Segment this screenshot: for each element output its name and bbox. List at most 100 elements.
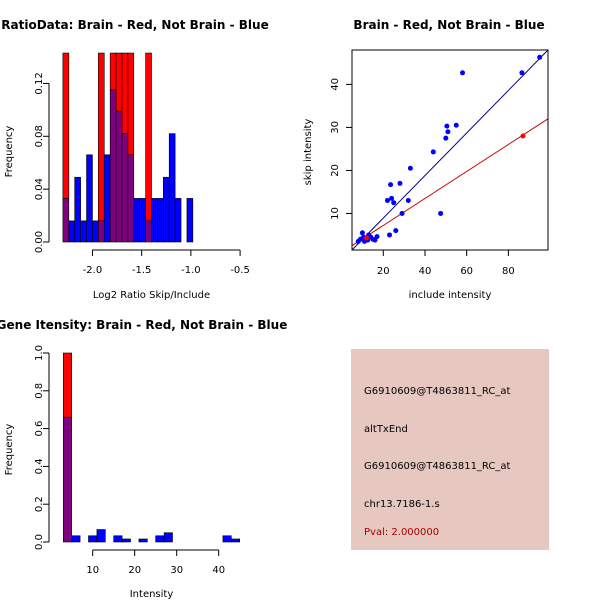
- blue-fit-line: [351, 49, 549, 251]
- y-axis-label-1: skip intensity: [303, 119, 314, 186]
- overlap-bar-0-9: [115, 110, 123, 243]
- overlap-bar-0-14: [145, 220, 152, 243]
- x-tick-label-1-1: 40: [419, 266, 432, 277]
- not-brain-point-11: [374, 234, 380, 240]
- not-brain-bar-2-11: [155, 535, 165, 543]
- not-brain-point-26: [444, 123, 450, 129]
- not-brain-point-28: [460, 70, 466, 76]
- y-tick-label-1-3: 40: [330, 78, 341, 91]
- not-brain-bar-0-18: [168, 133, 176, 243]
- not-brain-bar-0-2: [74, 176, 81, 243]
- not-brain-point-16: [391, 200, 397, 206]
- not-brain-point-21: [407, 165, 413, 171]
- event-type-text: altTxEnd: [364, 424, 408, 435]
- not-brain-bar-0-17: [163, 176, 170, 243]
- chart-title-0: RatioData: Brain - Red, Not Brain - Blue: [1, 18, 268, 32]
- not-brain-bar-2-1: [71, 535, 81, 543]
- not-brain-point-23: [438, 210, 444, 216]
- not-brain-point-15: [389, 195, 395, 201]
- not-brain-bar-0-19: [174, 198, 182, 243]
- not-brain-bar-0-15: [151, 198, 158, 243]
- overlap-bar-0-11: [127, 154, 135, 243]
- not-brain-point-19: [399, 210, 405, 216]
- not-brain-bar-2-6: [113, 535, 123, 543]
- not-brain-point-27: [453, 122, 459, 128]
- chart-title-2: Gene Itensity: Brain - Red, Not Brain - …: [0, 318, 287, 332]
- brain-point-0: [364, 235, 370, 241]
- y-tick-label-2-0: 0.0: [34, 534, 45, 550]
- not-brain-bar-0-16: [157, 198, 164, 243]
- not-brain-bar-2-20: [231, 538, 241, 543]
- not-brain-point-18: [397, 180, 403, 186]
- x-tick-label-2-1: 20: [128, 565, 141, 576]
- y-tick-label-1-2: 30: [330, 121, 341, 134]
- x-tick-label-1-2: 60: [460, 266, 473, 277]
- brain-bar-0-6: [98, 52, 105, 222]
- not-brain-bar-0-12: [133, 198, 140, 243]
- not-brain-bar-2-19: [222, 535, 232, 543]
- x-tick-label-1-0: 20: [377, 266, 390, 277]
- overlap-bar-0-0: [62, 198, 70, 243]
- brain-point-1: [520, 133, 526, 139]
- plot-box-1: [351, 49, 549, 251]
- x-tick-label-0-3: -0.5: [230, 265, 250, 276]
- brain-bar-0-9: [115, 52, 123, 112]
- not-brain-bar-0-21: [186, 198, 194, 243]
- not-brain-bar-0-4: [86, 154, 93, 243]
- probe-id-repeat-text: G6910609@T4863811_RC_at: [364, 461, 511, 472]
- y-tick-label-2-3: 0.6: [34, 421, 45, 437]
- not-brain-point-12: [384, 198, 390, 204]
- x-axis-label-1: include intensity: [409, 290, 492, 301]
- probe-id-text: G6910609@T4863811_RC_at: [364, 386, 511, 397]
- x-tick-label-0-2: -1.0: [181, 265, 201, 276]
- cluster-id-text: chr13.7186-1.s: [364, 499, 440, 510]
- not-brain-bar-2-7: [121, 538, 131, 543]
- not-brain-bar-0-5: [92, 220, 99, 243]
- info-panel: G6910609@T4863811_RC_at altTxEnd G691060…: [351, 349, 549, 550]
- brain-bar-0-10: [121, 52, 129, 134]
- y-tick-label-2-4: 0.8: [34, 383, 45, 399]
- y-tick-label-0-0: 0.00: [34, 231, 45, 253]
- not-brain-bar-2-12: [163, 532, 173, 543]
- y-tick-label-2-1: 0.2: [34, 496, 45, 512]
- not-brain-bar-0-7: [103, 154, 111, 243]
- not-brain-point-29: [519, 70, 525, 76]
- y-tick-label-2-2: 0.4: [34, 458, 45, 474]
- y-tick-label-1-0: 10: [330, 207, 341, 220]
- not-brain-point-30: [537, 54, 543, 60]
- not-brain-bar-0-3: [80, 220, 87, 243]
- not-brain-bar-2-9: [138, 538, 148, 543]
- red-fit-line: [351, 118, 549, 247]
- not-brain-bar-2-4: [96, 529, 106, 543]
- not-brain-point-20: [405, 198, 411, 204]
- not-brain-point-14: [388, 182, 394, 188]
- overlap-bar-2-0: [62, 416, 72, 543]
- y-tick-label-1-1: 20: [330, 164, 341, 177]
- brain-bar-0-11: [127, 52, 135, 156]
- not-brain-point-22: [430, 149, 436, 155]
- overlap-bar-0-8: [109, 89, 117, 243]
- brain-bar-2-0: [62, 352, 72, 418]
- overlap-bar-0-10: [121, 133, 129, 243]
- not-brain-point-25: [445, 129, 451, 135]
- y-tick-label-2-5: 1.0: [34, 345, 45, 361]
- x-axis-label-0: Log2 Ratio Skip/Include: [93, 290, 210, 301]
- pval-text: Pval: 2.000000: [364, 527, 440, 538]
- chart-title-1: Brain - Red, Not Brain - Blue: [353, 18, 544, 32]
- not-brain-bar-0-13: [139, 198, 146, 243]
- not-brain-bar-2-3: [88, 535, 98, 543]
- not-brain-bar-0-1: [68, 220, 76, 243]
- x-tick-label-0-1: -1.5: [132, 265, 152, 276]
- brain-bar-0-14: [145, 52, 152, 222]
- y-tick-label-0-1: 0.04: [34, 178, 45, 200]
- x-axis-label-2: Intensity: [130, 589, 174, 600]
- x-tick-label-1-3: 80: [502, 266, 515, 277]
- y-tick-label-0-2: 0.08: [34, 125, 45, 147]
- not-brain-point-2: [359, 230, 365, 236]
- brain-bar-0-8: [109, 52, 117, 91]
- x-tick-label-2-0: 10: [86, 565, 99, 576]
- not-brain-point-17: [393, 228, 399, 234]
- y-axis-label-0: Frequency: [4, 126, 15, 178]
- brain-bar-0-0: [62, 52, 70, 199]
